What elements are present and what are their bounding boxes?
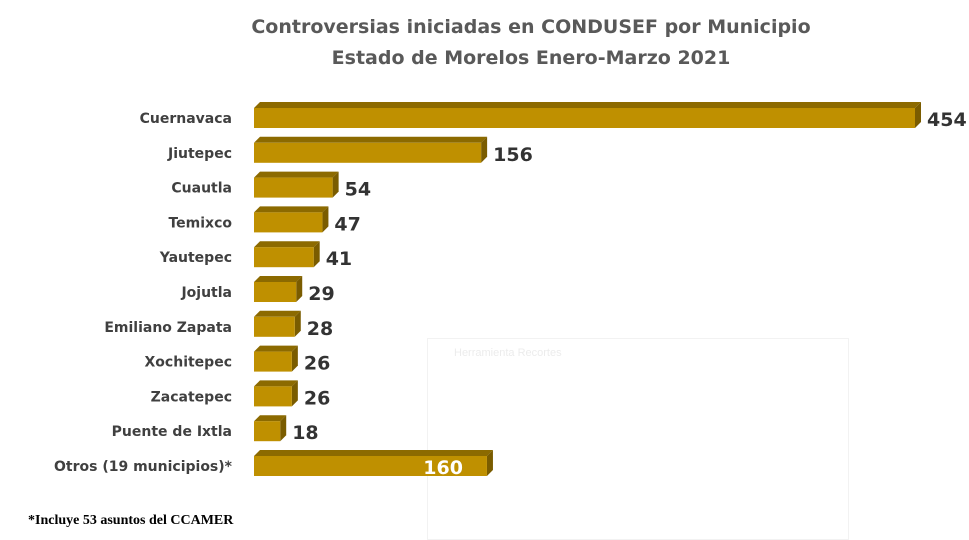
bar-top [254, 380, 298, 387]
category-label: Cuautla [171, 181, 232, 197]
bar-top [254, 171, 339, 178]
data-label: 18 [292, 422, 318, 444]
data-label: 454 [927, 109, 967, 131]
category-label: Puente de Ixtla [112, 424, 232, 440]
category-label: Jiutepec [167, 146, 232, 162]
bar-top [254, 206, 329, 213]
ghost-window-title: Herramienta Recortes [454, 347, 562, 359]
bar-top [254, 310, 301, 317]
category-label: Jojutla [180, 285, 232, 301]
bar-side [291, 345, 298, 372]
bar-top [254, 276, 303, 282]
chart-title: Controversias iniciadas en CONDUSEF por … [251, 16, 811, 38]
category-label: Otros (19 municipios)* [54, 459, 233, 475]
category-label: Emiliano Zapata [104, 320, 232, 336]
bar [254, 177, 333, 198]
category-label: Zacatepec [151, 389, 232, 405]
category-label: Yautepec [159, 250, 232, 266]
bar-top [254, 136, 488, 143]
category-label: Cuernavaca [140, 111, 232, 127]
bar-side [291, 380, 298, 407]
bar [254, 282, 297, 302]
bar-top [254, 415, 287, 422]
bar-top [254, 345, 298, 352]
chart-subtitle: Estado de Morelos Enero-Marzo 2021 [331, 47, 731, 69]
footnote: *Incluye 53 asuntos del CCAMER [28, 513, 234, 528]
data-label: 26 [304, 353, 330, 375]
bar-side [280, 415, 287, 442]
data-label: 26 [304, 387, 330, 409]
bar-side [294, 310, 301, 337]
bar [254, 386, 292, 407]
bar-side [481, 136, 488, 163]
bar [254, 316, 295, 337]
data-label: 160 [423, 457, 463, 479]
bar [254, 351, 292, 372]
data-label: 41 [326, 248, 352, 270]
bar [254, 108, 915, 128]
bar [254, 421, 281, 442]
bar-side [313, 241, 320, 268]
bar-side [486, 450, 493, 476]
data-label: 29 [308, 283, 334, 305]
bar-top [254, 241, 320, 248]
category-label: Temixco [168, 215, 232, 231]
bar-side [322, 206, 329, 233]
bar-side [915, 102, 921, 128]
data-label: 47 [334, 213, 360, 235]
bar [254, 456, 487, 476]
data-label: 28 [307, 318, 333, 340]
bar-top [254, 450, 493, 456]
bar-side [332, 171, 339, 198]
bar-top [254, 102, 921, 108]
bar [254, 247, 314, 268]
bar [254, 142, 482, 163]
data-label: 156 [493, 144, 533, 166]
bar-side [296, 276, 303, 302]
bar [254, 212, 323, 233]
data-label: 54 [345, 179, 371, 201]
category-label: Xochitepec [145, 355, 232, 371]
